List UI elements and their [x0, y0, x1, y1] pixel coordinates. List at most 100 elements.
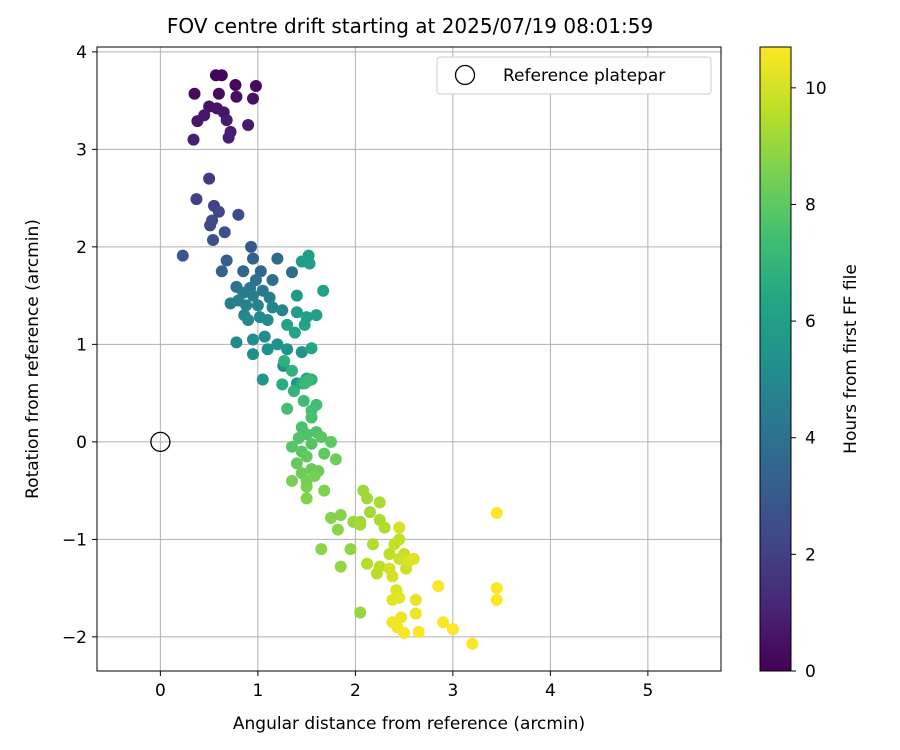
scatter-point [281, 343, 294, 356]
scatter-point [249, 80, 262, 92]
scatter-point [230, 90, 243, 103]
scatter-point [354, 606, 367, 619]
scatter-point [218, 226, 231, 239]
scatter-point [386, 570, 399, 583]
scatter-point [242, 119, 255, 131]
scatter-point [315, 543, 328, 556]
scatter-point [305, 411, 318, 424]
scatter-point [276, 304, 289, 317]
scatter-point [245, 240, 258, 253]
y-tick-label: 3 [76, 140, 87, 160]
colorbar [759, 46, 792, 672]
scatter-point [295, 346, 308, 359]
scatter-point [271, 252, 284, 265]
scatter-point [466, 637, 479, 650]
scatter-point [230, 336, 243, 349]
x-tick-label: 1 [252, 681, 263, 701]
scatter-point [247, 348, 259, 361]
scatter-point [331, 523, 344, 536]
scatter-point [393, 591, 406, 604]
scatter-point [303, 257, 316, 270]
y-axis-ticks: −2 −1 0 1 2 3 4 [62, 43, 97, 648]
colorbar-tick-label: 10 [805, 79, 827, 99]
scatter-point [212, 87, 225, 100]
scatter-point [298, 318, 311, 331]
scatter-point [366, 538, 379, 551]
scatter-point [393, 552, 406, 565]
scatter-point [292, 431, 305, 444]
scatter-point [242, 314, 255, 326]
chart-title: FOV centre drift starting at 2025/07/19 … [167, 14, 653, 38]
scatter-point [215, 265, 228, 278]
scatter-point [393, 521, 406, 534]
scatter-point [220, 114, 233, 127]
data-points [176, 69, 503, 650]
scatter-point [232, 208, 245, 221]
x-tick-label: 2 [350, 681, 361, 701]
colorbar-tick-label: 4 [805, 429, 816, 449]
scatter-point [305, 342, 318, 355]
scatter-point [398, 626, 411, 639]
scatter-point [354, 518, 367, 531]
scatter-point [288, 326, 301, 339]
scatter-point [215, 69, 228, 82]
legend-marker [454, 64, 476, 86]
scatter-point [191, 115, 204, 128]
scatter-point [407, 552, 420, 565]
colorbar-tick-label: 2 [805, 545, 816, 565]
scatter-point [190, 193, 203, 206]
scatter-point [247, 92, 259, 105]
x-tick-label: 4 [545, 681, 556, 701]
y-tick-label: −2 [62, 628, 87, 648]
scatter-point [412, 626, 425, 638]
colorbar-tick-label: 6 [805, 312, 816, 332]
scatter-point [409, 593, 422, 606]
scatter-point [286, 364, 298, 377]
scatter-point [266, 274, 279, 287]
scatter-point [247, 252, 259, 265]
colorbar-ticks: 0 2 4 6 8 10 [791, 79, 827, 682]
scatter-point [300, 480, 313, 493]
scatter-point [364, 506, 376, 519]
reference-point-marker [150, 431, 171, 453]
scatter-point [437, 616, 450, 629]
scatter-point [325, 511, 337, 524]
x-tick-label: 5 [642, 681, 653, 701]
scatter-point [300, 450, 313, 463]
x-axis-label: Angular distance from reference (arcmin) [233, 714, 585, 734]
scatter-point [315, 431, 328, 443]
legend-label: Reference platepar [503, 66, 665, 86]
scatter-point [207, 234, 220, 247]
scatter-point [261, 314, 274, 326]
scatter-point [388, 538, 401, 551]
scatter-point [432, 580, 445, 593]
scatter-point [302, 374, 315, 387]
y-tick-label: 0 [76, 433, 87, 453]
scatter-point [490, 507, 503, 520]
scatter-point [204, 219, 217, 232]
y-tick-label: −1 [62, 530, 87, 550]
scatter-point [344, 543, 357, 556]
scatter-point [310, 309, 323, 322]
y-tick-label: 4 [76, 43, 87, 63]
scatter-point [305, 437, 318, 450]
scatter-point [300, 492, 313, 505]
scatter-point [290, 306, 303, 319]
scatter-point [378, 521, 391, 534]
scatter-point [222, 131, 235, 144]
scatter-point [290, 289, 303, 302]
scatter-point [334, 560, 347, 573]
scatter-point [237, 265, 250, 278]
scatter-point [247, 289, 259, 302]
x-tick-label: 3 [447, 681, 458, 701]
scatter-point [290, 457, 303, 470]
scatter-point [361, 557, 374, 570]
scatter-point [361, 492, 374, 505]
scatter-point [329, 453, 342, 466]
scatter-point [334, 509, 347, 521]
scatter-point [373, 496, 386, 509]
scatter-point [409, 607, 422, 620]
scatter-point [187, 133, 200, 146]
scatter-point [247, 333, 259, 346]
